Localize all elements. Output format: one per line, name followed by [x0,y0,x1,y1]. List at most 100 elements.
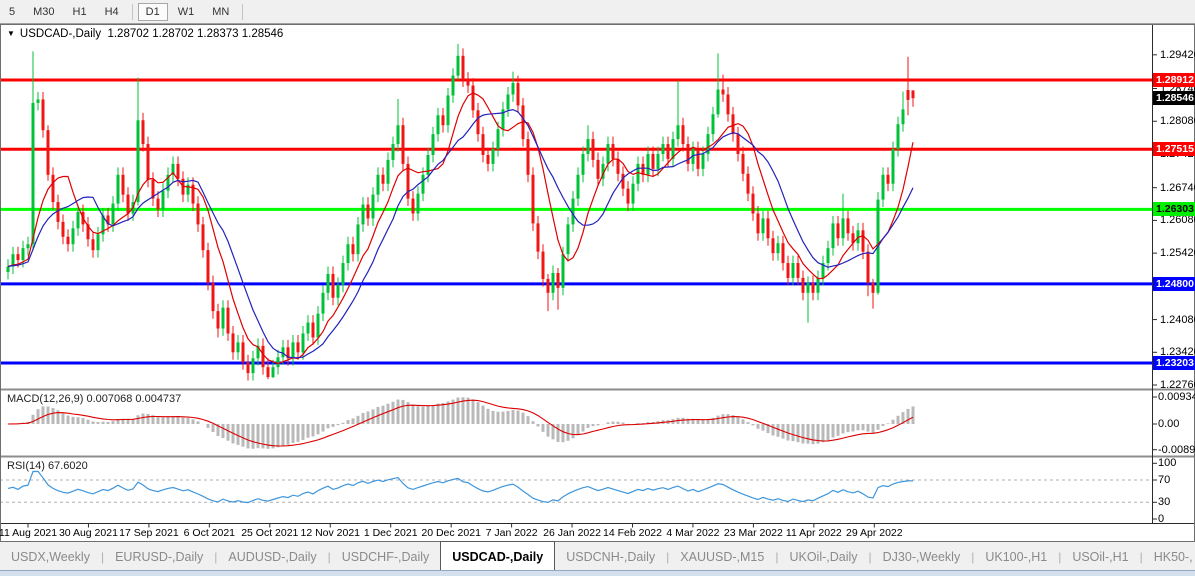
candle-body [676,125,680,140]
candle-body [576,174,580,199]
date-label: 1 Dec 2021 [363,527,418,539]
candle-body [236,342,240,353]
candle-body [281,347,285,358]
candle-body [701,153,705,169]
candle-body [461,55,465,80]
candle-body [266,367,270,378]
candle-body [466,79,470,86]
chart-title-caret-icon[interactable]: ▼ [7,29,15,38]
rsi-indicator-label: RSI(14) 67.6020 [7,460,88,472]
candle-body [426,154,430,175]
candle-body [31,102,35,245]
candle-body [406,163,410,199]
date-label: 17 Sep 2021 [119,527,179,539]
candle-body [831,223,835,249]
candle-body [631,183,635,204]
tab-hk50[interactable]: HK50-, [1153,549,1193,564]
candle-body [391,144,395,160]
candle-body [146,144,150,180]
candle-body [91,239,95,251]
chart-canvas[interactable] [0,24,1152,524]
candle-body [531,174,535,224]
toolbar-divider [131,3,133,20]
candle-body [156,198,160,210]
candle-body [171,163,175,175]
candle-body [306,322,310,334]
date-label: 25 Oct 2021 [241,527,299,539]
candle-body [801,277,805,293]
candle-body [421,174,425,194]
candle-body [511,83,515,95]
candle-body [641,163,645,175]
tab-separator: | [327,549,331,564]
candle-body [386,159,390,184]
candle-body [771,238,775,254]
candle-body [71,228,75,245]
candle-body [21,248,25,261]
tab-xauusd-m15[interactable]: XAUUSD-,M15 [680,549,765,564]
candle-body [761,218,765,234]
price-tick-label: 1.29420 [1160,48,1195,61]
tab-eurusd-daily[interactable]: EURUSD-,Daily [115,549,204,564]
candle-body [786,263,790,278]
candle-body [546,278,550,293]
tab-ukoil-daily[interactable]: UKOil-,Daily [789,549,858,564]
candle-body [811,282,815,293]
candle-body [746,173,750,194]
candle-body [611,144,615,159]
tab-usoil-h1[interactable]: USOil-,H1 [1072,549,1129,564]
candle-body [46,130,50,175]
timeframe-button-m30[interactable]: M30 [33,5,55,18]
tab-uk100-h1[interactable]: UK100-,H1 [985,549,1048,564]
candle-body [606,144,610,164]
candle-body [561,254,565,288]
candle-body [911,90,915,99]
candle-body [536,223,540,252]
tab-usdchf-daily[interactable]: USDCHF-,Daily [341,549,430,564]
candle-body [416,193,420,214]
candle-body [51,174,55,203]
candle-body [346,244,350,264]
tab-usdcnh-daily[interactable]: USDCNH-,Daily [566,549,656,564]
price-badge: 1.28912 [1153,73,1195,87]
candle-body [766,218,770,239]
timeframe-button-h4[interactable]: H4 [104,5,119,18]
candle-body [86,224,90,240]
candle-body [246,362,250,374]
tab-usdx-weekly[interactable]: USDX,Weekly [11,549,90,564]
candle-body [26,244,30,249]
tab-separator: | [868,549,872,564]
candle-body [516,83,520,106]
candle-body [686,144,690,164]
candle-body [586,139,590,154]
candle-body [711,114,715,135]
tab-audusd-daily[interactable]: AUDUSD-,Daily [228,549,317,564]
candle-body [871,282,875,293]
timeframe-button-h1[interactable]: H1 [72,5,87,18]
candle-body [431,134,435,155]
candle-body [861,230,865,252]
candle-body [271,367,275,378]
tab-dj30-weekly[interactable]: DJ30-,Weekly [882,549,961,564]
timeframe-button-w1[interactable]: W1 [177,5,195,18]
timeframe-button-5[interactable]: 5 [9,5,16,18]
candle-body [821,263,825,278]
candle-body [526,139,530,175]
candle-body [256,345,260,359]
candle-body [121,174,125,195]
candle-body [311,322,315,338]
candle-body [376,174,380,195]
candle-body [731,114,735,135]
candle-body [261,345,265,368]
candle-body [291,342,295,359]
tab-usdcad-daily[interactable]: USDCAD-,Daily [440,541,556,571]
timeframe-button-d1[interactable]: D1 [137,2,168,21]
date-label: 29 Apr 2022 [845,527,903,539]
timeframe-button-mn[interactable]: MN [212,5,230,18]
candle-body [616,158,620,174]
date-label: 20 Dec 2021 [421,527,481,539]
candle-body [846,218,850,234]
candle-body [16,254,20,261]
candle-body [671,139,675,159]
